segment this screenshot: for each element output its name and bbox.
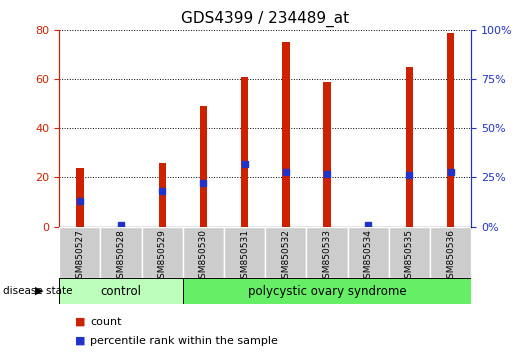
Text: GSM850531: GSM850531 — [240, 229, 249, 284]
Text: GSM850532: GSM850532 — [281, 229, 290, 284]
Text: percentile rank within the sample: percentile rank within the sample — [90, 336, 278, 346]
Bar — [200, 106, 207, 227]
Text: ■: ■ — [75, 336, 85, 346]
Text: GSM850534: GSM850534 — [364, 229, 373, 284]
Bar — [389, 227, 430, 278]
Bar — [447, 33, 454, 227]
Bar — [59, 278, 183, 304]
Bar — [159, 163, 166, 227]
Bar — [76, 167, 83, 227]
Text: count: count — [90, 317, 122, 327]
Bar — [265, 227, 306, 278]
Text: control: control — [100, 285, 142, 298]
Text: GSM850527: GSM850527 — [75, 229, 84, 284]
Text: GSM850529: GSM850529 — [158, 229, 167, 284]
Text: GSM850535: GSM850535 — [405, 229, 414, 284]
Title: GDS4399 / 234489_at: GDS4399 / 234489_at — [181, 11, 349, 27]
Text: disease state: disease state — [3, 286, 72, 296]
Bar — [142, 227, 183, 278]
Text: GSM850530: GSM850530 — [199, 229, 208, 284]
Text: ■: ■ — [75, 317, 85, 327]
Bar — [323, 82, 331, 227]
Bar — [430, 227, 471, 278]
Bar — [406, 67, 413, 227]
Text: polycystic ovary syndrome: polycystic ovary syndrome — [248, 285, 406, 298]
Bar — [348, 227, 389, 278]
Text: ▶: ▶ — [35, 286, 44, 296]
Bar — [183, 227, 224, 278]
Text: GSM850528: GSM850528 — [116, 229, 126, 284]
Bar — [224, 227, 265, 278]
Bar — [282, 42, 289, 227]
Bar — [183, 278, 471, 304]
Text: GSM850533: GSM850533 — [322, 229, 332, 284]
Bar — [59, 227, 100, 278]
Bar — [241, 77, 248, 227]
Bar — [306, 227, 348, 278]
Bar — [100, 227, 142, 278]
Text: GSM850536: GSM850536 — [446, 229, 455, 284]
